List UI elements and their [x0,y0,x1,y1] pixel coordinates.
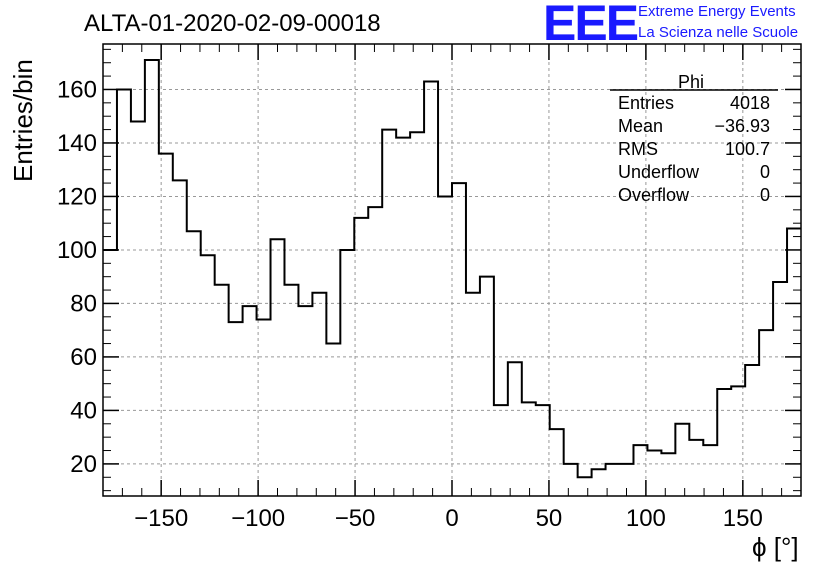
x-tick-label: −50 [335,505,376,532]
stats-key: RMS [618,139,658,159]
stats-key: Underflow [618,162,700,182]
x-tick-label: 100 [626,505,666,532]
y-tick-label: 20 [70,451,97,478]
y-tick-label: 160 [57,76,97,103]
stats-key: Mean [618,116,664,136]
x-tick-label: 0 [445,505,458,532]
logo-subtitle-2: La Scienza nelle Scuole [638,24,799,41]
eee-logo: EEE [543,0,639,51]
stats-key: Entries [618,93,675,113]
y-axis-label: Entries/bin [8,59,38,182]
x-tick-label: 50 [536,505,563,532]
y-tick-label: 100 [57,237,97,264]
x-tick-label: −100 [231,505,285,532]
y-tick-label: 40 [70,397,97,424]
chart-title: ALTA-01-2020-02-09-00018 [84,10,381,37]
stats-row-entries: Entries 4018 [618,93,770,115]
stats-row-underflow: Underflow 0 [618,162,770,184]
stats-row-overflow: Overflow 0 [618,185,770,207]
x-tick-label: 150 [723,505,763,532]
x-axis-label: ϕ [°] [752,532,799,562]
x-tick-label: −150 [134,505,188,532]
stats-box-title: Phi [678,72,705,92]
stats-row-rms: RMS 100.7 [618,139,770,161]
stats-value: 100.7 [724,139,770,159]
y-tick-label: 80 [70,290,97,317]
y-tick-label: 120 [57,183,97,210]
stats-key: Overflow [618,185,690,205]
stats-value: 0 [759,162,770,182]
axis-ticks [103,44,801,496]
y-tick-label: 140 [57,130,97,157]
histogram-step-line [103,59,801,479]
stats-value: −36.93 [714,116,770,136]
stats-value: 0 [759,185,770,205]
stats-value: 4018 [729,93,770,113]
logo-subtitle-1: Extreme Energy Events [638,3,796,20]
y-tick-label: 60 [70,344,97,371]
tick-labels: −150 −100 −50 0 50 100 150 20 40 60 80 100 120 140 160 [57,76,763,532]
stats-row-mean: Mean −36.93 [618,116,770,138]
